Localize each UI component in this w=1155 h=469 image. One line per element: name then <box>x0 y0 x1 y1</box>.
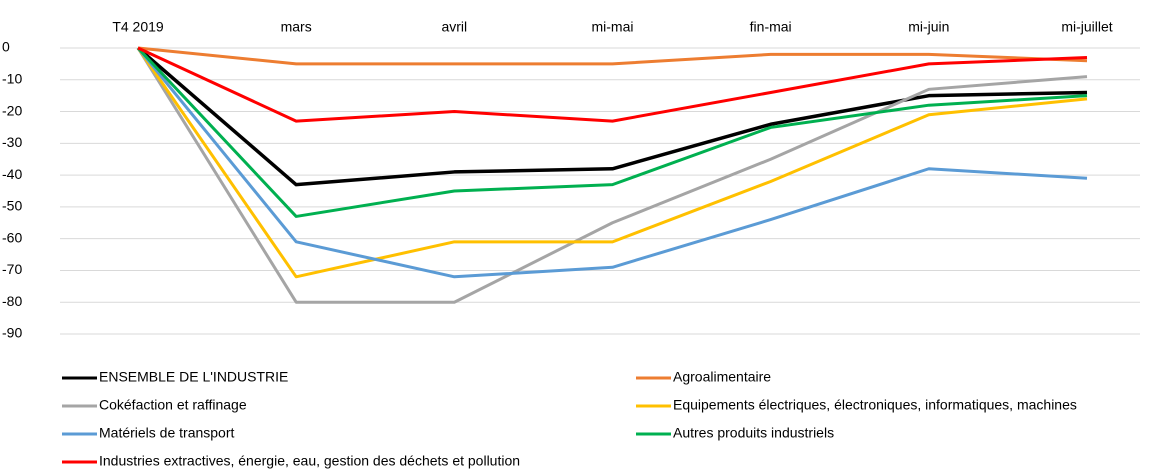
x-tick-label: mars <box>281 19 312 35</box>
x-tick-label: fin-mai <box>750 19 792 35</box>
y-tick-label: -40 <box>2 166 22 182</box>
series-line <box>136 47 1088 279</box>
y-tick-label: -60 <box>2 229 22 245</box>
y-tick-label: -70 <box>2 261 22 277</box>
x-tick-label: mi-juillet <box>1061 19 1112 35</box>
series-line <box>137 46 1088 123</box>
series-line <box>137 46 1088 66</box>
y-tick-label: -50 <box>2 198 22 214</box>
y-tick-label: -10 <box>2 70 22 86</box>
y-tick-label: -90 <box>2 325 22 341</box>
series-line <box>136 47 1088 304</box>
legend-label: ENSEMBLE DE L'INDUSTRIE <box>99 369 288 385</box>
x-tick-label: T4 2019 <box>112 19 164 35</box>
x-tick-label: avril <box>441 19 467 35</box>
y-tick-label: -30 <box>2 134 22 150</box>
series-line <box>136 46 1088 218</box>
series-line <box>136 46 1088 187</box>
legend-label: Agroalimentaire <box>673 369 771 385</box>
legend-label: Industries extractives, énergie, eau, ge… <box>99 453 520 469</box>
y-tick-label: -80 <box>2 293 22 309</box>
y-tick-label: 0 <box>2 39 10 55</box>
y-tick-label: -20 <box>2 102 22 118</box>
x-tick-label: mi-mai <box>592 19 634 35</box>
legend-label: Cokéfaction et raffinage <box>99 397 247 413</box>
series-line <box>136 47 1088 279</box>
x-tick-label: mi-juin <box>908 19 949 35</box>
legend-label: Equipements électriques, électroniques, … <box>673 397 1077 413</box>
legend-label: Autres produits industriels <box>673 425 834 441</box>
legend-label: Matériels de transport <box>99 425 235 441</box>
